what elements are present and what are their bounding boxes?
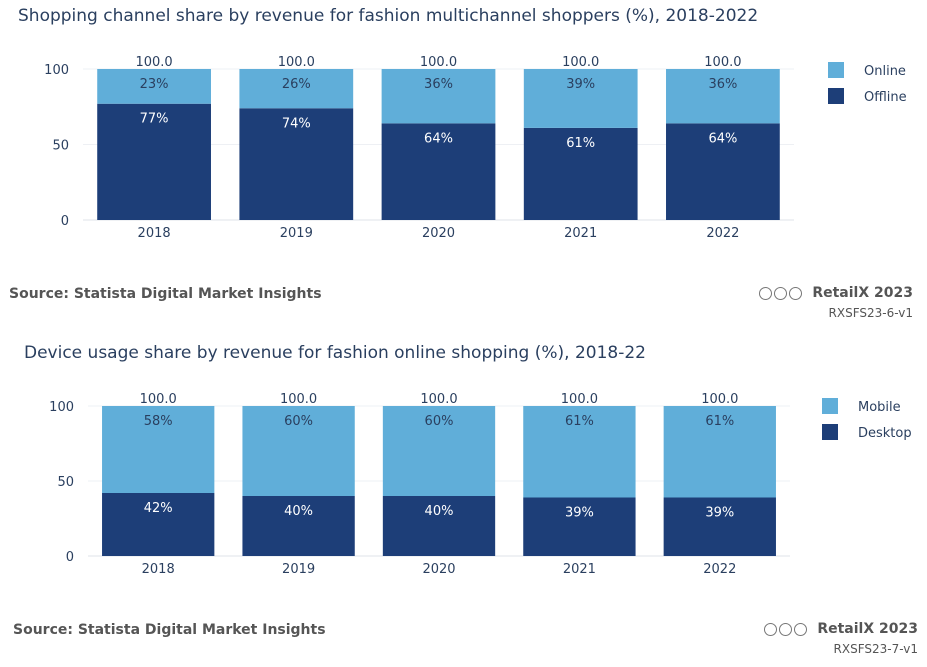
stacked-bar-chart: 0 50 100 77% 23% 100.0 2018 74% 26% 100.0 2019 64% 3… [44, 55, 907, 241]
x-tick-label: 2020 [422, 226, 455, 241]
stacked-bar-chart: 0 50 100 42% 58% 100.0 2018 40% 60% 100.0 2019 40% 6… [49, 392, 912, 577]
bar-mobile [523, 406, 636, 498]
chart-panel-device: Device usage share by revenue for fashio… [0, 336, 927, 667]
x-tick-label: 2022 [703, 562, 736, 577]
x-tick-label: 2018 [138, 226, 171, 241]
legend-label-desktop: Desktop [858, 426, 912, 441]
x-tick-label: 2021 [563, 562, 596, 577]
bar-offline [381, 123, 496, 220]
bar-online [239, 69, 354, 109]
x-tick-label: 2021 [564, 226, 597, 241]
total-label: 100.0 [562, 55, 599, 70]
total-label: 100.0 [278, 55, 315, 70]
total-label: 100.0 [140, 392, 177, 407]
y-tick-label: 50 [52, 139, 69, 154]
x-tick-label: 2022 [706, 226, 739, 241]
data-label: 64% [708, 131, 737, 146]
bar-mobile [663, 406, 776, 498]
chart-title: Shopping channel share by revenue for fa… [18, 6, 759, 26]
data-label: 26% [282, 77, 311, 92]
brand-label: RetailX 2023 [817, 621, 918, 637]
creative-commons-icon [759, 286, 803, 300]
bar-online [381, 69, 496, 124]
legend-label-offline: Offline [864, 90, 907, 105]
bar-desktop [102, 493, 215, 556]
source-note: Source: Statista Digital Market Insights [13, 622, 326, 638]
y-tick-label: 0 [66, 550, 74, 565]
data-label: 42% [144, 501, 173, 516]
brand-credit: RetailX 2023 [764, 621, 918, 637]
chart-code: RXSFS23-6-v1 [828, 306, 913, 320]
bar-mobile [382, 406, 496, 496]
data-label: 39% [705, 506, 734, 521]
legend-swatch-offline [828, 88, 844, 104]
y-tick-label: 50 [57, 475, 74, 490]
total-label: 100.0 [561, 392, 598, 407]
data-label: 36% [424, 77, 453, 92]
brand-credit: RetailX 2023 [759, 285, 913, 301]
legend-swatch-online [828, 62, 844, 78]
data-label: 60% [425, 414, 454, 429]
bar-desktop [663, 497, 776, 556]
chart-panel-channel: Shopping channel share by revenue for fa… [0, 0, 927, 330]
creative-commons-icon [764, 622, 808, 636]
total-label: 100.0 [420, 392, 457, 407]
bar-desktop [242, 496, 355, 556]
legend-swatch-desktop [822, 424, 838, 440]
legend-label-online: Online [864, 64, 906, 79]
y-tick-label: 100 [44, 63, 69, 78]
x-tick-label: 2020 [422, 562, 455, 577]
data-label: 39% [566, 77, 595, 92]
total-label: 100.0 [420, 55, 457, 70]
bar-desktop [382, 496, 496, 556]
data-label: 74% [282, 116, 311, 131]
data-label: 61% [566, 136, 595, 151]
chart-title: Device usage share by revenue for fashio… [24, 343, 646, 363]
bar-online [97, 69, 211, 104]
data-label: 36% [708, 77, 737, 92]
data-label: 77% [140, 112, 169, 127]
bar-offline [97, 103, 211, 220]
x-tick-label: 2019 [280, 226, 313, 241]
data-label: 40% [284, 504, 313, 519]
bar-online [523, 69, 638, 128]
total-label: 100.0 [701, 392, 738, 407]
total-label: 100.0 [704, 55, 741, 70]
data-label: 40% [425, 504, 454, 519]
data-label: 61% [705, 414, 734, 429]
bar-offline [523, 127, 638, 220]
legend-label-mobile: Mobile [858, 400, 901, 415]
total-label: 100.0 [280, 392, 317, 407]
bar-mobile [102, 406, 215, 493]
data-label: 64% [424, 131, 453, 146]
chart-code: RXSFS23-7-v1 [833, 642, 918, 656]
data-label: 61% [565, 414, 594, 429]
bar-mobile [242, 406, 355, 496]
brand-label: RetailX 2023 [812, 285, 913, 301]
data-label: 23% [140, 77, 169, 92]
x-tick-label: 2019 [282, 562, 315, 577]
bar-offline [239, 108, 354, 220]
bar-desktop [523, 497, 636, 556]
data-label: 60% [284, 414, 313, 429]
x-tick-label: 2018 [142, 562, 175, 577]
bar-offline [666, 123, 780, 220]
source-note: Source: Statista Digital Market Insights [9, 286, 322, 302]
data-label: 39% [565, 506, 594, 521]
legend-swatch-mobile [822, 398, 838, 414]
data-label: 58% [144, 414, 173, 429]
bar-online [666, 69, 780, 124]
total-label: 100.0 [135, 55, 172, 70]
y-tick-label: 0 [61, 214, 69, 229]
y-tick-label: 100 [49, 400, 74, 415]
